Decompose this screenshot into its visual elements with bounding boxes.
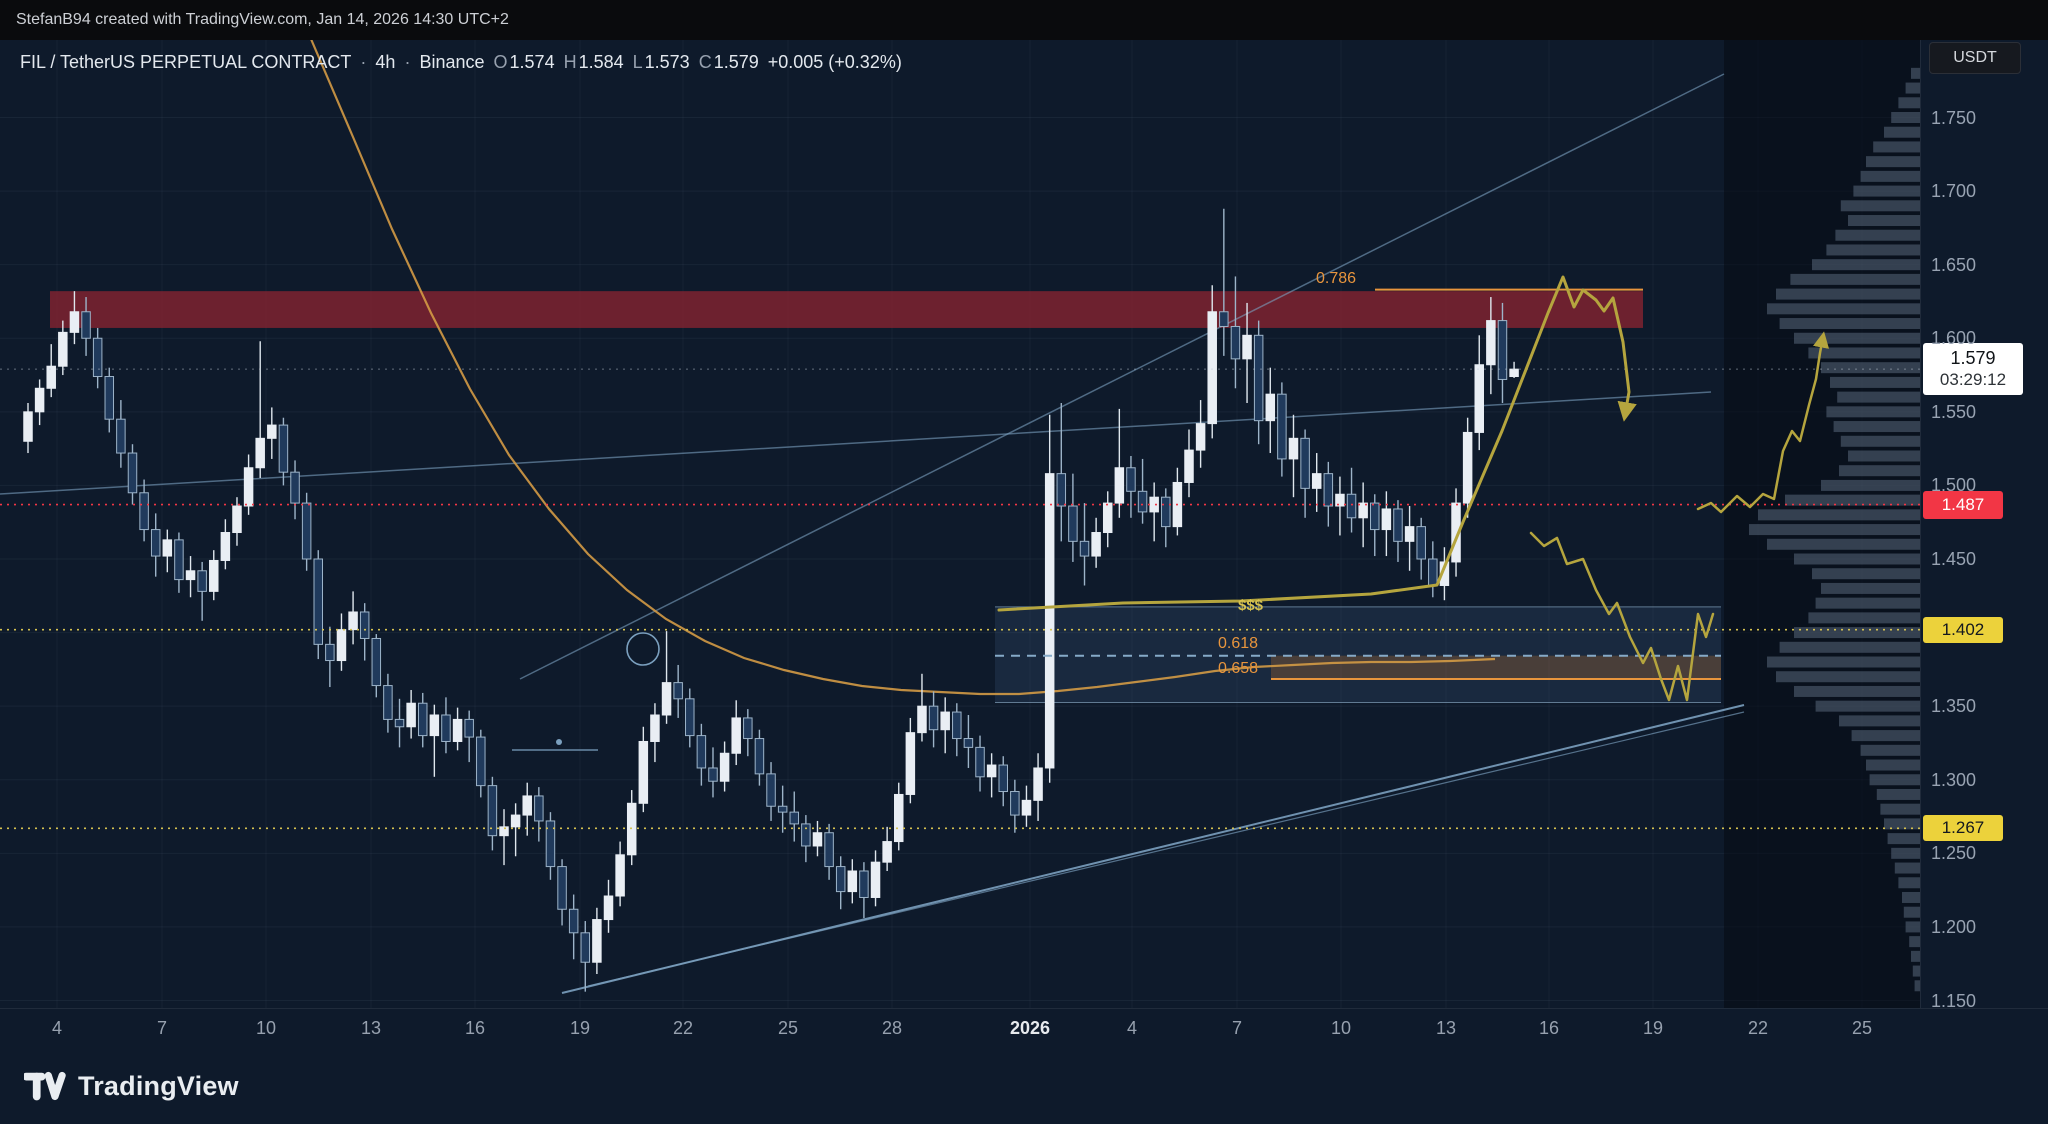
fib-retracement-lines: 0.786 0.618 0.658: [995, 270, 1721, 680]
separator: ·: [360, 52, 367, 72]
time-axis-label: 19: [569, 1018, 591, 1038]
trendlines: [0, 73, 1745, 994]
price-axis-label: 1.650: [1931, 254, 1977, 275]
low-value: L 1.573: [632, 52, 690, 72]
time-axis-label: 10: [255, 1018, 277, 1038]
time-axis-label: 4: [51, 1018, 63, 1038]
pullback-projection: [1529, 531, 1715, 702]
time-axis-label: 2026: [1009, 1018, 1051, 1038]
brand-name: TradingView: [78, 1070, 239, 1101]
close-value: C 1.579: [698, 52, 759, 72]
long-support-line: [0, 391, 1712, 495]
tradingview-logo-icon: [24, 1071, 66, 1101]
symbol-title[interactable]: FIL / TetherUS PERPETUAL CONTRACT: [20, 52, 352, 72]
time-axis-label: 22: [672, 1018, 694, 1038]
price-axis-label: 1.550: [1931, 401, 1977, 422]
circle-marker: [626, 632, 660, 666]
time-axis-label: 13: [360, 1018, 382, 1038]
currency-toggle-button[interactable]: USDT: [1929, 42, 2021, 74]
footer-brand[interactable]: TradingView: [24, 1056, 239, 1116]
candlesticks: [23, 208, 1519, 992]
price-axis-label: 1.700: [1931, 181, 1977, 202]
channel-lower-2: [587, 711, 1745, 987]
last-price-value: 1.579: [1950, 348, 1996, 369]
price-axis-label: 1.450: [1931, 549, 1977, 569]
time-axis-label: 16: [1538, 1018, 1560, 1038]
price-axis[interactable]: 1.579 03:29:12 1.487 1.402 1.267 1.750 1.…: [1920, 40, 2048, 1011]
time-axis-label: 25: [777, 1018, 799, 1038]
price-axis-label: 1.150: [1931, 990, 1977, 1011]
price-tag-yellow-1267[interactable]: 1.267: [1923, 815, 2003, 842]
attribution-text: StefanB94 created with TradingView.com, …: [16, 11, 509, 28]
separator: ·: [404, 52, 411, 72]
time-axis-label: 7: [1231, 1018, 1243, 1038]
price-axis-label: 1.750: [1931, 107, 1977, 128]
price-axis-label: 1.200: [1931, 916, 1977, 937]
steep-trendline: [519, 73, 1725, 680]
recovery-projection: [1696, 331, 1830, 514]
price-level-lines: [0, 368, 1920, 830]
hand-drawn-projections: [997, 275, 1830, 702]
bullish-projection: [997, 275, 1637, 612]
price-axis-label: 1.250: [1931, 843, 1977, 864]
time-axis-label: 28: [881, 1018, 903, 1038]
time-axis-label: 4: [1126, 1018, 1138, 1038]
price-axis-label: 1.350: [1931, 696, 1977, 717]
fib-label: 0.786: [1316, 270, 1356, 287]
future-area-shade: [1724, 40, 1920, 1008]
price-axis-label: 1.300: [1931, 769, 1977, 790]
gridlines: [0, 40, 1920, 1008]
small-markers: $$$: [512, 597, 1264, 751]
time-axis-label: 19: [1642, 1018, 1664, 1038]
demand-zone: [995, 606, 1721, 703]
time-axis-label: 13: [1435, 1018, 1457, 1038]
open-value: O 1.574: [493, 52, 555, 72]
symbol-ohlc-header: FIL / TetherUS PERPETUAL CONTRACT · 4h ·…: [20, 52, 902, 73]
time-axis-label: 16: [464, 1018, 486, 1038]
bar-countdown: 03:29:12: [1939, 370, 2007, 390]
fib-label: 0.618: [1218, 635, 1258, 652]
supply-zone: [50, 291, 1643, 328]
price-tag-red-1487[interactable]: 1.487: [1923, 490, 2003, 519]
exchange-label: Binance: [419, 52, 485, 72]
time-axis-label: 25: [1851, 1018, 1873, 1038]
volume-profile: [1749, 67, 1920, 992]
time-axis-label: 22: [1747, 1018, 1769, 1038]
dollars-label: $$$: [1238, 597, 1264, 614]
zones: [50, 291, 1721, 703]
fib-label: 0.658: [1218, 660, 1258, 677]
high-value: H 1.584: [563, 52, 624, 72]
moving-average-curve: [309, 38, 1496, 696]
time-axis[interactable]: 4 7 10 13 16 19 22 25 28 2026 4 7 10 13 16 19 22 25: [0, 1008, 2048, 1053]
change-label: +0.005 (+0.32%): [767, 52, 902, 72]
dot-marker: [556, 739, 562, 745]
price-axis-label: 1.600: [1931, 328, 1977, 349]
time-axis-label: 10: [1330, 1018, 1352, 1038]
interval-label[interactable]: 4h: [375, 52, 396, 72]
time-axis-label: 7: [156, 1018, 168, 1038]
last-price-tag: 1.579 03:29:12: [1923, 343, 2023, 396]
attribution-bar: StefanB94 created with TradingView.com, …: [0, 0, 2048, 40]
price-axis-label: 1.500: [1931, 475, 1977, 496]
price-tag-yellow-1402[interactable]: 1.402: [1923, 616, 2003, 643]
